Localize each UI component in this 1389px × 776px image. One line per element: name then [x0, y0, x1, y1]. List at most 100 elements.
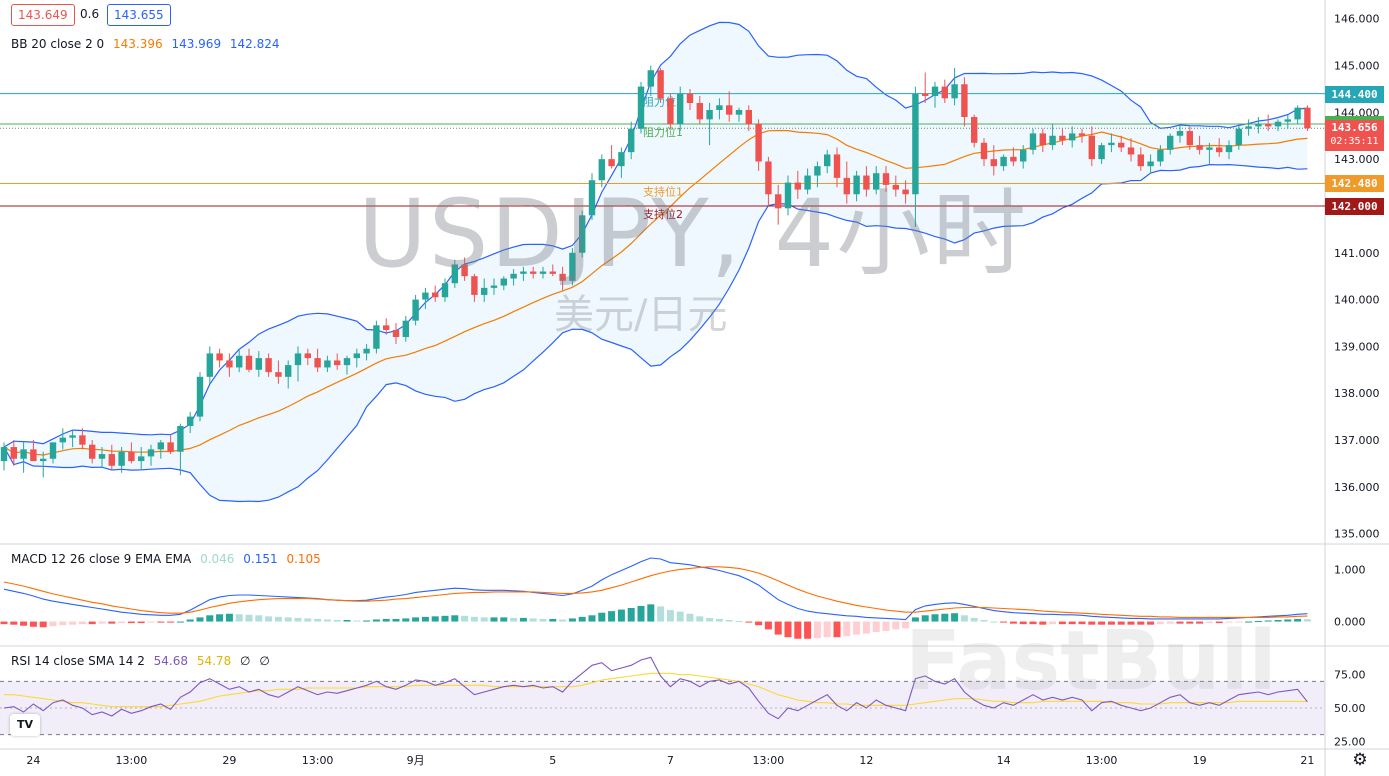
rsi-extra-2: ∅	[259, 654, 270, 668]
candle-body	[402, 320, 409, 338]
macd-histogram-bar	[265, 616, 273, 622]
candle-body	[1049, 135, 1056, 146]
candle-body	[765, 161, 772, 195]
candle-body	[833, 154, 841, 178]
candle-body	[980, 142, 988, 160]
macd-histogram-bar	[29, 621, 37, 627]
candle-body	[1059, 135, 1066, 141]
candle-body	[706, 110, 713, 120]
bid-price[interactable]: 143.649	[11, 4, 75, 26]
macd-histogram-bar	[216, 614, 224, 622]
macd-histogram-bar	[735, 621, 743, 623]
macd-histogram-bar	[1196, 621, 1204, 624]
macd-histogram-bar	[461, 615, 469, 622]
macd-histogram-bar	[510, 617, 518, 622]
candle-body	[1108, 142, 1115, 146]
candle-body	[1186, 131, 1193, 146]
macd-histogram-bar	[1166, 621, 1174, 624]
candle-body	[177, 425, 184, 452]
level-label-3: 支持位2	[643, 207, 683, 221]
bb-legend[interactable]: BB 20 close 2 0 143.396 143.969 142.824	[11, 37, 285, 51]
macd-histogram-bar	[706, 617, 714, 622]
macd-histogram-bar	[941, 613, 949, 622]
price-axis-label: 138.000	[1334, 387, 1380, 400]
candle-body	[1265, 124, 1272, 127]
price-axis-label: 143.000	[1334, 153, 1380, 166]
rsi-legend[interactable]: RSI 14 close SMA 14 2 54.68 54.78 ∅ ∅	[11, 654, 275, 668]
candle-body	[510, 273, 517, 279]
macd-histogram-bar	[1303, 619, 1311, 622]
ask-price[interactable]: 143.655	[107, 4, 171, 26]
candle-body	[1304, 107, 1311, 129]
candle-body	[951, 84, 958, 99]
macd-histogram-bar	[843, 621, 851, 637]
bb-upper-line	[3, 21, 1308, 448]
macd-histogram-bar	[627, 608, 635, 622]
candle-body	[990, 159, 997, 167]
level-tag-support-2: 142.000	[1325, 197, 1384, 215]
macd-histogram-bar	[39, 621, 47, 628]
time-axis-label: 13:00	[753, 754, 785, 767]
candle-body	[667, 98, 674, 125]
macd-histogram-bar	[588, 615, 596, 622]
macd-histogram-bar	[666, 610, 674, 622]
candle-body	[745, 110, 752, 125]
macd-histogram-bar	[1274, 619, 1282, 622]
tradingview-logo-icon[interactable]: TV	[10, 714, 40, 736]
candle-body	[579, 215, 586, 253]
time-axis-label: 19	[1193, 754, 1207, 767]
candle-body	[157, 442, 164, 450]
macd-histogram-bar	[813, 621, 821, 639]
time-axis-label: 24	[26, 754, 40, 767]
candle-body	[686, 93, 694, 103]
candle-body	[40, 458, 47, 462]
candle-body	[490, 285, 498, 288]
macd-histogram-bar	[284, 617, 292, 622]
macd-histogram-bar	[559, 619, 567, 622]
macd-histogram-bar	[902, 621, 910, 629]
macd-histogram-bar	[1137, 621, 1145, 625]
candle-body	[383, 325, 390, 331]
macd-histogram-bar	[853, 621, 861, 635]
macd-histogram-bar	[1186, 621, 1194, 624]
macd-histogram-bar	[186, 619, 194, 622]
candle-body	[147, 449, 155, 457]
candle-body	[784, 182, 792, 209]
candle-body	[98, 454, 106, 459]
candle-body	[1088, 135, 1095, 160]
candle-body	[647, 70, 654, 87]
candle-body	[30, 449, 37, 462]
macd-histogram-bar	[69, 621, 77, 625]
bb-lower-line	[3, 163, 1308, 503]
macd-histogram-bar	[1019, 621, 1027, 625]
macd-histogram-bar	[127, 621, 135, 624]
macd-histogram-bar	[1098, 621, 1106, 625]
macd-histogram-bar	[608, 611, 616, 622]
macd-histogram-bar	[255, 615, 263, 622]
candle-body	[1020, 149, 1027, 162]
candle-body	[226, 360, 233, 368]
macd-histogram-bar	[196, 617, 204, 622]
candle-body	[432, 292, 439, 298]
candle-body	[1029, 133, 1037, 150]
candle-body	[392, 330, 400, 338]
macd-histogram-bar	[441, 615, 449, 622]
candle-body	[814, 166, 821, 176]
price-axis-label: 139.000	[1334, 340, 1380, 353]
gear-icon[interactable]: ⚙	[1352, 750, 1368, 770]
macd-axis-label: 0.000	[1334, 616, 1366, 629]
candle-body	[882, 173, 890, 185]
macd-histogram-bar	[990, 621, 998, 623]
candle-body	[441, 283, 449, 298]
macd-histogram-bar	[617, 609, 625, 622]
candle-body	[196, 376, 204, 417]
macd-legend[interactable]: MACD 12 26 close 9 EMA EMA 0.046 0.151 0…	[11, 552, 326, 566]
bb-basis-line	[3, 129, 1308, 456]
macd-axis-label: 1.000	[1334, 563, 1366, 576]
macd-histogram-bar	[1147, 621, 1155, 625]
macd-histogram-bar	[147, 621, 155, 623]
candle-body	[1235, 128, 1242, 146]
candle-body	[1206, 147, 1213, 150]
macd-histogram-bar	[294, 617, 302, 622]
